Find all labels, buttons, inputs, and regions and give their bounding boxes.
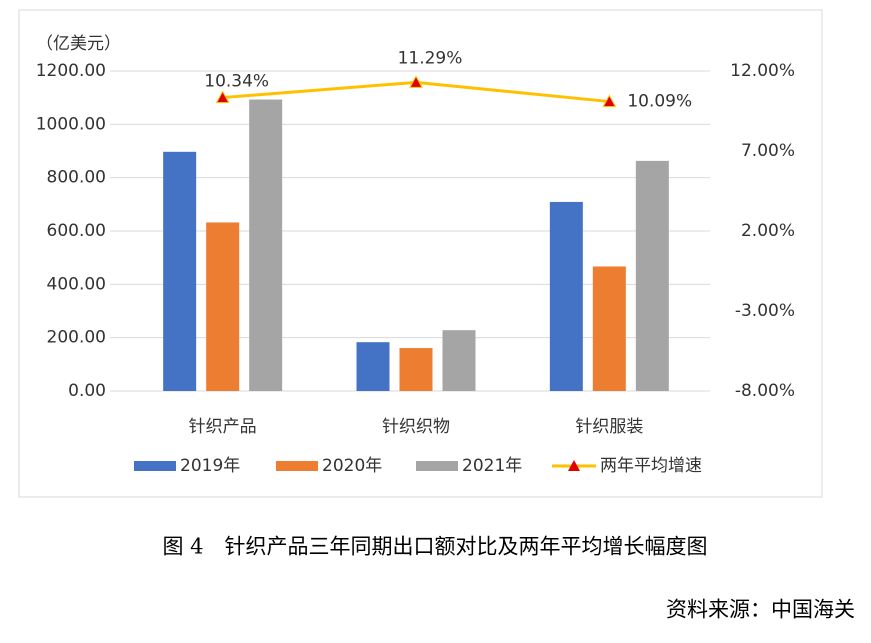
caption: 图 4 针织产品三年同期出口额对比及两年平均增长幅度图 — [162, 535, 707, 559]
legend-swatch — [276, 461, 318, 471]
bar — [163, 151, 197, 391]
legend-swatch — [416, 461, 458, 471]
bar — [592, 266, 626, 391]
line-marker — [602, 94, 617, 108]
source: 资料来源：中国海关 — [666, 598, 855, 622]
y2-tick-label: 7.00% — [741, 141, 795, 161]
bar — [442, 330, 476, 391]
y-tick-label: 1000.00 — [36, 114, 106, 134]
y-tick-label: 1200.00 — [36, 61, 106, 81]
bar — [635, 160, 669, 391]
legend-label: 2019年 — [180, 456, 240, 476]
y-tick-label: 600.00 — [47, 221, 106, 241]
data-label: 11.29% — [398, 48, 463, 68]
legend-marker — [568, 460, 580, 471]
line-marker — [215, 90, 230, 104]
y2-tick-label: -3.00% — [735, 301, 795, 321]
y2-tick-label: -8.00% — [735, 381, 795, 401]
bar — [249, 99, 283, 392]
y2-tick-label: 2.00% — [741, 221, 795, 241]
legend-label: 2020年 — [322, 456, 382, 476]
bar — [549, 201, 583, 391]
y-tick-label: 800.00 — [47, 168, 106, 188]
bar — [206, 222, 240, 391]
x-tick-label: 针织服装 — [575, 417, 643, 437]
legend-swatch — [134, 461, 176, 471]
legend-label: 2021年 — [462, 456, 522, 476]
y-tick-label: 200.00 — [47, 328, 106, 348]
y-unit: （亿美元） — [36, 34, 121, 54]
bar — [356, 342, 390, 391]
chart-frame — [18, 9, 823, 498]
line-marker — [409, 75, 423, 88]
y2-tick-label: 12.00% — [730, 61, 795, 81]
x-tick-label: 针织织物 — [382, 417, 450, 437]
y-tick-label: 0.00 — [68, 381, 106, 401]
data-label: 10.09% — [627, 92, 692, 112]
legend-label: 两年平均增速 — [600, 456, 702, 476]
y-tick-label: 400.00 — [47, 274, 106, 294]
bar — [399, 348, 433, 391]
data-label: 10.34% — [204, 72, 269, 92]
x-tick-label: 针织产品 — [189, 417, 257, 437]
